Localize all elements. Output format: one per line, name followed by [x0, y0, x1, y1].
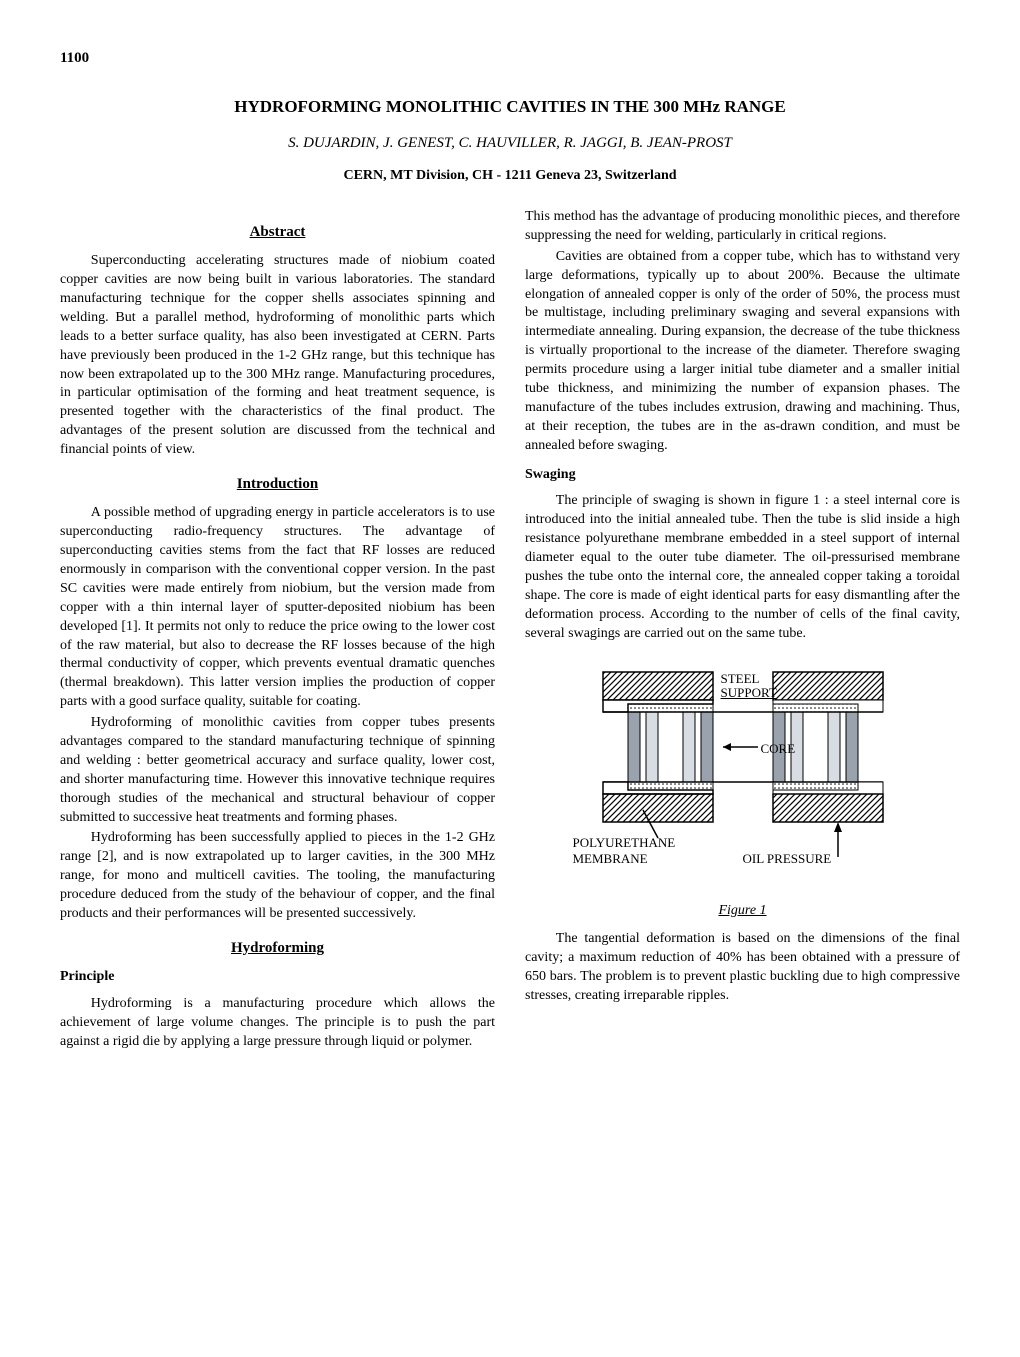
abstract-heading: Abstract — [60, 222, 495, 242]
hydroforming-heading: Hydroforming — [60, 938, 495, 958]
label-core: CORE — [761, 740, 796, 758]
col2-paragraph-2: Cavities are obtained from a copper tube… — [525, 248, 960, 456]
label-oil-pressure: OIL PRESSURE — [743, 850, 832, 868]
paper-title: HYDROFORMING MONOLITHIC CAVITIES IN THE … — [60, 97, 960, 117]
swaging-subheading: Swaging — [525, 466, 960, 485]
principle-paragraph: Hydroforming is a manufacturing procedur… — [60, 995, 495, 1052]
intro-paragraph-3: Hydroforming has been successfully appli… — [60, 829, 495, 923]
page-number: 1100 — [60, 50, 960, 67]
paper-authors: S. DUJARDIN, J. GENEST, C. HAUVILLER, R.… — [60, 135, 960, 152]
left-column: Abstract Superconducting accelerating st… — [60, 208, 495, 1054]
abstract-paragraph: Superconducting accelerating structures … — [60, 252, 495, 460]
figure-1-caption: Figure 1 — [573, 902, 913, 921]
figure-1: STEEL SUPPORT CORE POLYURETHANE MEMBRANE… — [573, 662, 913, 921]
paper-affiliation: CERN, MT Division, CH - 1211 Geneva 23, … — [60, 168, 960, 184]
label-support: SUPPORT — [721, 684, 777, 702]
right-column: This method has the advantage of produci… — [525, 208, 960, 1054]
label-polyurethane: POLYURETHANE — [573, 834, 676, 852]
principle-subheading: Principle — [60, 968, 495, 987]
intro-paragraph-2: Hydroforming of monolithic cavities from… — [60, 714, 495, 827]
introduction-heading: Introduction — [60, 474, 495, 494]
intro-paragraph-1: A possible method of upgrading energy in… — [60, 504, 495, 712]
swaging-paragraph: The principle of swaging is shown in fig… — [525, 492, 960, 643]
two-column-layout: Abstract Superconducting accelerating st… — [60, 208, 960, 1054]
label-membrane: MEMBRANE — [573, 850, 648, 868]
col2-paragraph-1: This method has the advantage of produci… — [525, 208, 960, 246]
tangential-paragraph: The tangential deformation is based on t… — [525, 930, 960, 1006]
